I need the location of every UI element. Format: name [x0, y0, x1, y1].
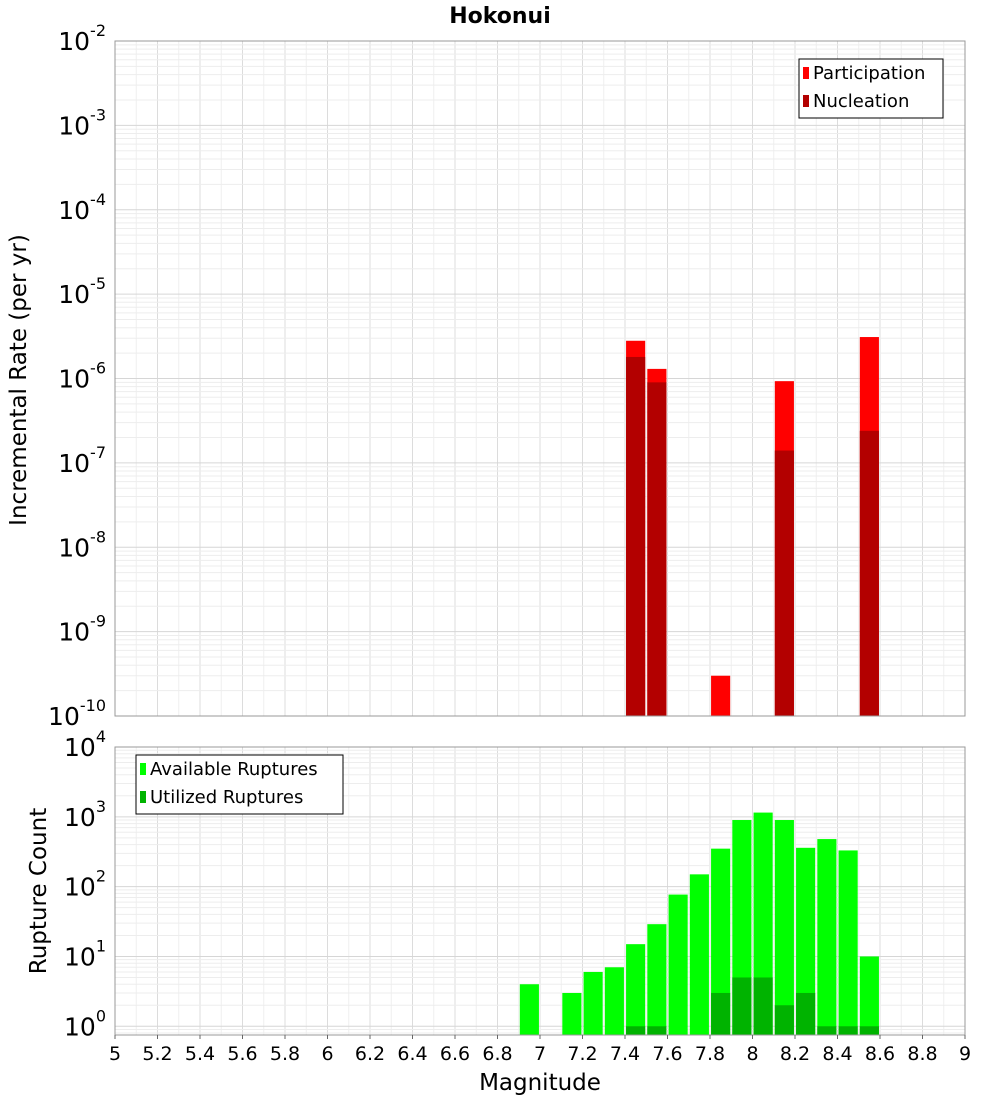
bottom-bar-utilized-ruptures — [647, 1026, 667, 1035]
bottom-bar-available-ruptures — [583, 971, 603, 1035]
top-bar-nucleation — [774, 450, 794, 716]
top-y-tick-label: 10-3 — [58, 105, 106, 140]
x-tick-label: 8 — [746, 1043, 758, 1065]
bottom-bar-available-ruptures — [689, 874, 709, 1035]
bottom-bar-utilized-ruptures — [626, 1026, 646, 1035]
top-y-tick-label: 10-2 — [58, 21, 106, 56]
top-frame — [114, 40, 966, 717]
x-tick-label: 8.8 — [907, 1043, 937, 1065]
x-tick-label: 7.6 — [652, 1043, 682, 1065]
top-y-tick-label: 10-9 — [58, 612, 106, 647]
top-bar-nucleation — [626, 356, 646, 716]
bottom-bar-utilized-ruptures — [774, 1005, 794, 1035]
top-legend-label: Participation — [813, 63, 925, 84]
bottom-bar-available-ruptures — [711, 848, 731, 1035]
x-tick-label: 8.4 — [822, 1043, 852, 1065]
top-y-tick-label: 10-5 — [58, 274, 106, 309]
bottom-bar-utilized-ruptures — [732, 977, 752, 1035]
bottom-y-tick-label: 102 — [64, 867, 106, 902]
bottom-legend-swatch — [140, 763, 146, 775]
top-grid — [114, 40, 966, 717]
x-tick-label: 6.8 — [482, 1043, 512, 1065]
x-tick-label: 6.6 — [440, 1043, 470, 1065]
x-tick-label: 7.4 — [610, 1043, 640, 1065]
x-tick-label: 6 — [321, 1043, 333, 1065]
bottom-y-tick-label: 101 — [64, 936, 106, 971]
x-tick-label: 8.6 — [865, 1043, 895, 1065]
top-plot — [114, 40, 966, 717]
bottom-series-1 — [626, 977, 879, 1035]
top-y-axis-label: Incremental Rate (per yr) — [6, 234, 32, 526]
x-tick-label: 7.2 — [567, 1043, 597, 1065]
x-tick-label: 9 — [959, 1043, 971, 1065]
top-y-tick-label: 10-4 — [58, 190, 106, 225]
x-tick-label: 5 — [109, 1043, 121, 1065]
x-tick-label: 7 — [534, 1043, 546, 1065]
bottom-bar-utilized-ruptures — [796, 992, 816, 1035]
bottom-legend-label: Available Ruptures — [150, 759, 318, 780]
bottom-bar-available-ruptures — [668, 894, 688, 1035]
bottom-bar-available-ruptures — [519, 984, 539, 1035]
x-tick-label: 7.8 — [695, 1043, 725, 1065]
bottom-bar-available-ruptures — [774, 820, 794, 1035]
bottom-y-axis-label: Rupture Count — [26, 808, 52, 974]
x-tick-label: 8.2 — [780, 1043, 810, 1065]
bottom-legend-label: Utilized Ruptures — [150, 787, 303, 808]
top-y-tick-label: 10-8 — [58, 527, 106, 562]
top-y-tick-label: 10-7 — [58, 443, 106, 478]
top-y-tick-label: 10-6 — [58, 359, 106, 394]
bottom-series-0 — [519, 812, 879, 1035]
x-tick-label: 5.8 — [270, 1043, 300, 1065]
top-legend-box — [798, 58, 944, 119]
top-legend-swatch — [803, 95, 809, 107]
x-tick-label: 5.4 — [185, 1043, 215, 1065]
bottom-legend: Available Ruptures Utilized Ruptures — [135, 754, 344, 815]
bottom-bar-utilized-ruptures — [753, 977, 773, 1035]
bottom-bar-available-ruptures — [562, 992, 582, 1035]
top-series-1 — [626, 356, 879, 716]
bottom-bar-utilized-ruptures — [711, 992, 731, 1035]
bottom-bar-available-ruptures — [817, 839, 837, 1035]
top-legend-label: Nucleation — [813, 91, 909, 112]
bottom-legend-box — [135, 754, 344, 815]
x-tick-label: 5.2 — [142, 1043, 172, 1065]
bottom-bar-available-ruptures — [604, 967, 624, 1035]
x-axis-label: Magnitude — [479, 1070, 601, 1096]
bottom-y-tick-label: 103 — [64, 797, 106, 832]
bottom-bar-utilized-ruptures — [838, 1026, 858, 1035]
bottom-bar-available-ruptures — [859, 956, 879, 1035]
bottom-bar-available-ruptures — [647, 924, 667, 1035]
bottom-legend-swatch — [140, 791, 146, 803]
top-bar-nucleation — [647, 382, 667, 716]
top-bar-participation — [711, 675, 731, 716]
x-tick-label: 6.2 — [355, 1043, 385, 1065]
x-tick-label: 5.6 — [227, 1043, 257, 1065]
bottom-y-tick-label: 100 — [64, 1006, 106, 1041]
x-tick-label: 6.4 — [397, 1043, 427, 1065]
bottom-bar-available-ruptures — [626, 944, 646, 1035]
bottom-y-tick-label: 104 — [64, 727, 106, 762]
bottom-bar-utilized-ruptures — [817, 1026, 837, 1035]
bottom-bar-utilized-ruptures — [859, 1026, 879, 1035]
top-y-tick-label: 10-10 — [48, 696, 106, 731]
top-bar-nucleation — [859, 430, 879, 716]
bottom-bar-available-ruptures — [838, 850, 858, 1035]
chart-title: Hokonui — [449, 4, 551, 29]
top-legend: Participation Nucleation — [798, 58, 944, 119]
bottom-bar-available-ruptures — [796, 847, 816, 1035]
top-legend-swatch — [803, 67, 809, 79]
